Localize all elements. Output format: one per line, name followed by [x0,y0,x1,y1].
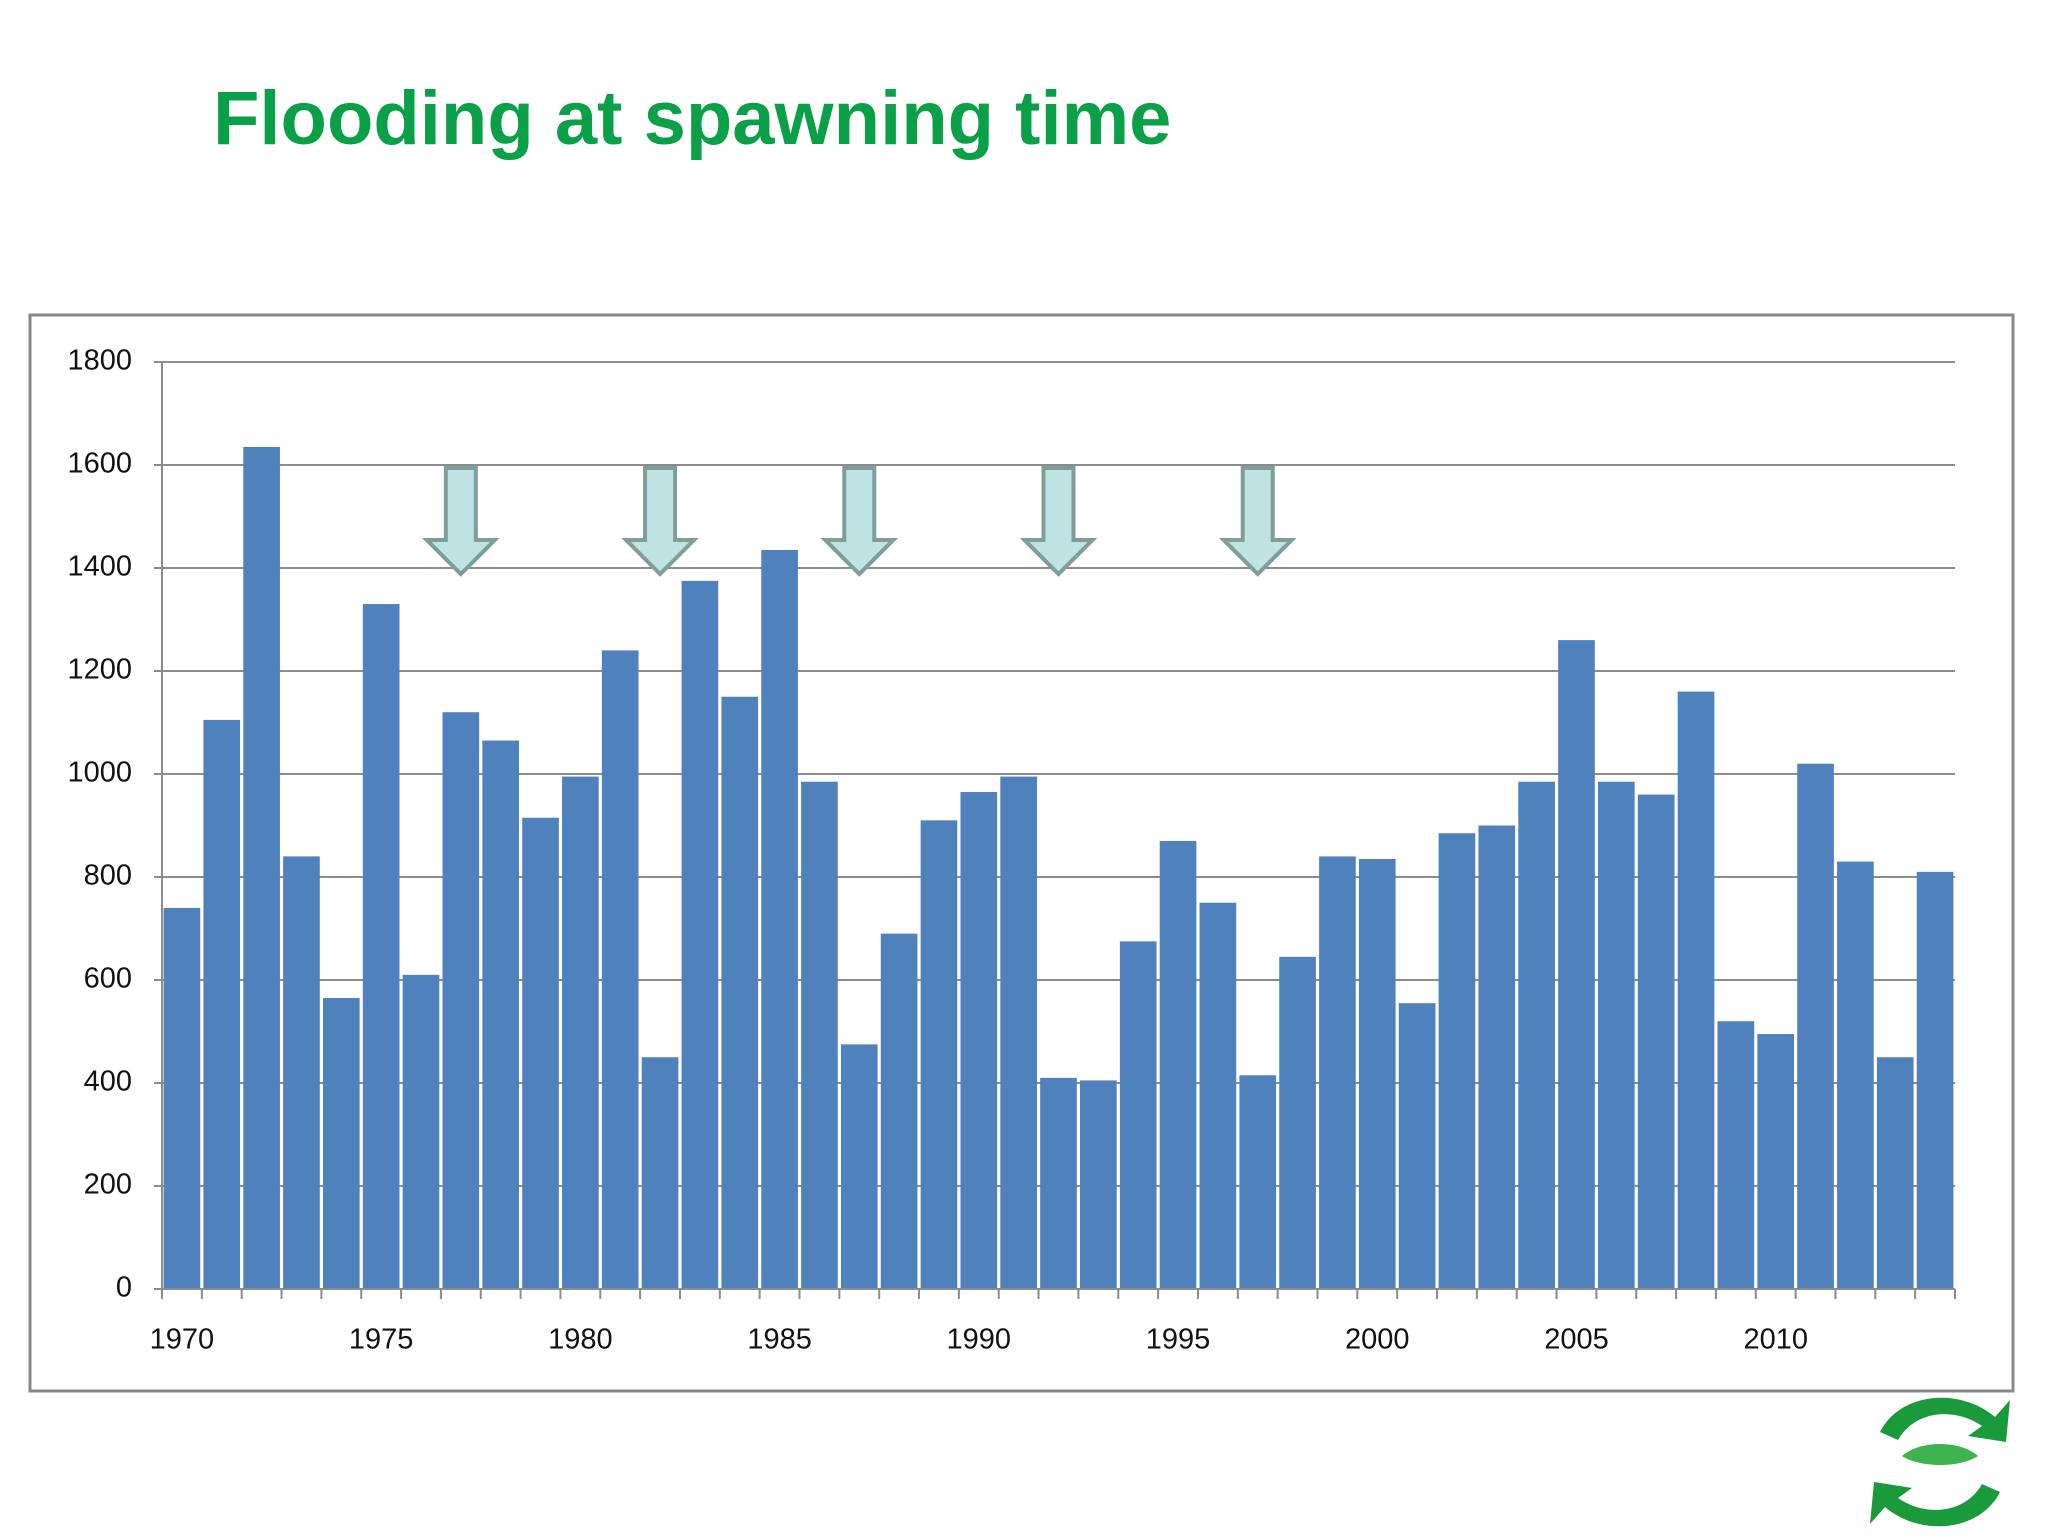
bar [1797,763,1834,1289]
bar [601,650,639,1289]
bar [163,907,201,1289]
bar [322,998,360,1289]
bar [1637,794,1675,1289]
x-tick-label: 2000 [1345,1324,1410,1356]
bar [880,933,918,1289]
arrow [1019,466,1098,577]
y-tick-label: 800 [84,860,132,892]
bar [920,820,958,1289]
y-tick-label: 1000 [67,757,132,789]
y-tick-label: 200 [84,1169,132,1201]
bar [1558,640,1595,1289]
x-tick-label: 1975 [349,1324,414,1356]
x-tick-label: 2005 [1544,1324,1609,1356]
x-tick-label: 1985 [747,1324,812,1356]
bar [761,549,798,1289]
bar [1159,840,1197,1289]
x-tick-label: 1990 [947,1324,1012,1356]
bar [1199,902,1237,1289]
bar [1438,833,1476,1289]
logo [1870,1397,2010,1527]
bar [1398,1003,1436,1289]
bar [203,719,241,1289]
x-tick-label: 1980 [548,1324,613,1356]
flood-arrows [422,466,1297,577]
x-tick-label: 2010 [1743,1324,1808,1356]
bar [402,974,440,1289]
bar [721,696,759,1289]
y-tick-label: 400 [84,1066,132,1098]
bar [1597,781,1635,1289]
bar [1080,1080,1117,1289]
bar [1040,1077,1077,1289]
arrow [820,466,899,577]
x-tick-label: 1995 [1146,1324,1211,1356]
bar [1757,1034,1795,1289]
bar [681,580,719,1289]
bar [522,817,559,1289]
bar [1000,776,1037,1289]
y-tick-label: 1600 [67,448,132,480]
bar [562,776,599,1289]
y-tick-label: 600 [84,963,132,995]
bar [1677,691,1715,1289]
bar [1717,1021,1755,1289]
bar [960,792,998,1289]
arrow [422,466,500,577]
bar [1119,941,1157,1289]
bar [1518,781,1555,1289]
bar [1916,871,1954,1289]
arrow [621,466,699,577]
bar [1358,858,1396,1289]
slide-title: Flooding at spawning time [213,76,1171,161]
y-tick-label: 0 [116,1272,132,1304]
x-tick-label: 1970 [150,1324,215,1356]
bar [1478,825,1516,1289]
bar [641,1057,679,1289]
bar [1876,1057,1914,1289]
y-tick-label: 1200 [67,654,132,686]
bar [283,856,320,1289]
y-tick-label: 1400 [67,551,132,583]
bar [1319,856,1356,1289]
bar [442,712,480,1289]
bar [1279,956,1316,1289]
bar [840,1044,878,1289]
bar [362,604,400,1289]
bar [801,781,838,1289]
bar [482,740,520,1289]
y-tick-label: 1800 [67,345,132,377]
arrow [1218,466,1297,577]
bar [1239,1075,1277,1289]
bar [1837,861,1874,1289]
bar [243,446,280,1290]
